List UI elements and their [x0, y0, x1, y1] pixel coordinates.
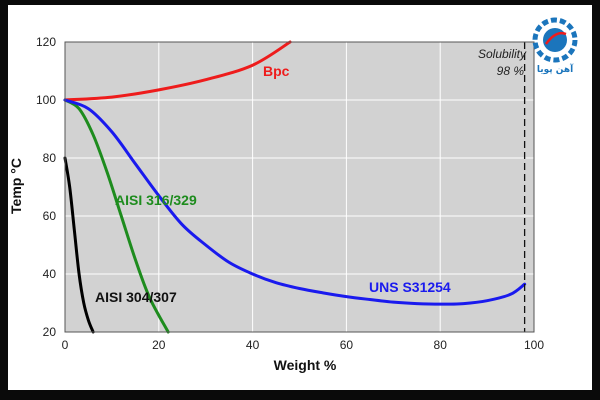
x-axis-title: Weight % [274, 357, 337, 373]
solubility-label: Solubility [478, 47, 527, 61]
gear-icon [532, 17, 578, 63]
y-tick-label: 120 [36, 35, 56, 49]
y-tick-labels: 20 40 60 80 100 120 [36, 35, 56, 339]
y-axis-title: Temp °C [8, 158, 24, 214]
series-label-aisi-316-329: AISI 316/329 [115, 192, 197, 208]
series-lines [63, 40, 527, 334]
x-tick-label: 40 [246, 338, 260, 352]
y-tick-label: 100 [36, 93, 56, 107]
series-label-aisi-304-307: AISI 304/307 [95, 289, 177, 305]
series-line-uns-s31254 [63, 98, 527, 306]
series-line-aisi-304-307 [63, 156, 95, 334]
solubility-value: 98 % [497, 64, 525, 78]
x-tick-labels: 0 20 40 60 80 100 [62, 338, 545, 352]
series-line-aisi-316-329 [63, 98, 170, 334]
series-line-bpc [63, 40, 292, 102]
series-label-uns-s31254: UNS S31254 [369, 279, 451, 295]
y-tick-label: 80 [43, 151, 57, 165]
series-label-bpc: Bpc [263, 63, 290, 79]
plot-border [64, 41, 535, 333]
x-tick-label: 0 [62, 338, 69, 352]
x-tick-label: 100 [524, 338, 544, 352]
logo-text: آهن پویا [537, 63, 574, 75]
x-tick-label: 60 [340, 338, 354, 352]
arrow-icon [544, 31, 567, 45]
globe-icon [543, 28, 567, 52]
x-tick-label: 80 [434, 338, 448, 352]
y-tick-label: 40 [43, 267, 57, 281]
x-tick-label: 20 [152, 338, 166, 352]
y-tick-label: 60 [43, 209, 57, 223]
series-labels: Bpc AISI 316/329 AISI 304/307 UNS S31254 [95, 63, 451, 305]
y-tick-label: 20 [43, 325, 57, 339]
company-logo: آهن پویا [532, 17, 578, 75]
